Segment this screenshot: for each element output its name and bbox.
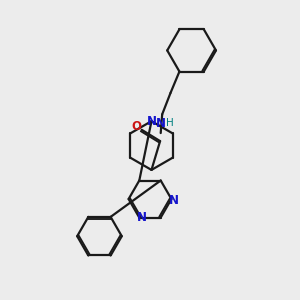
Text: N: N	[169, 194, 179, 207]
Text: N: N	[156, 117, 166, 130]
Text: H: H	[166, 118, 174, 128]
Text: N: N	[146, 115, 157, 128]
Text: O: O	[131, 120, 141, 133]
Text: N: N	[137, 211, 147, 224]
